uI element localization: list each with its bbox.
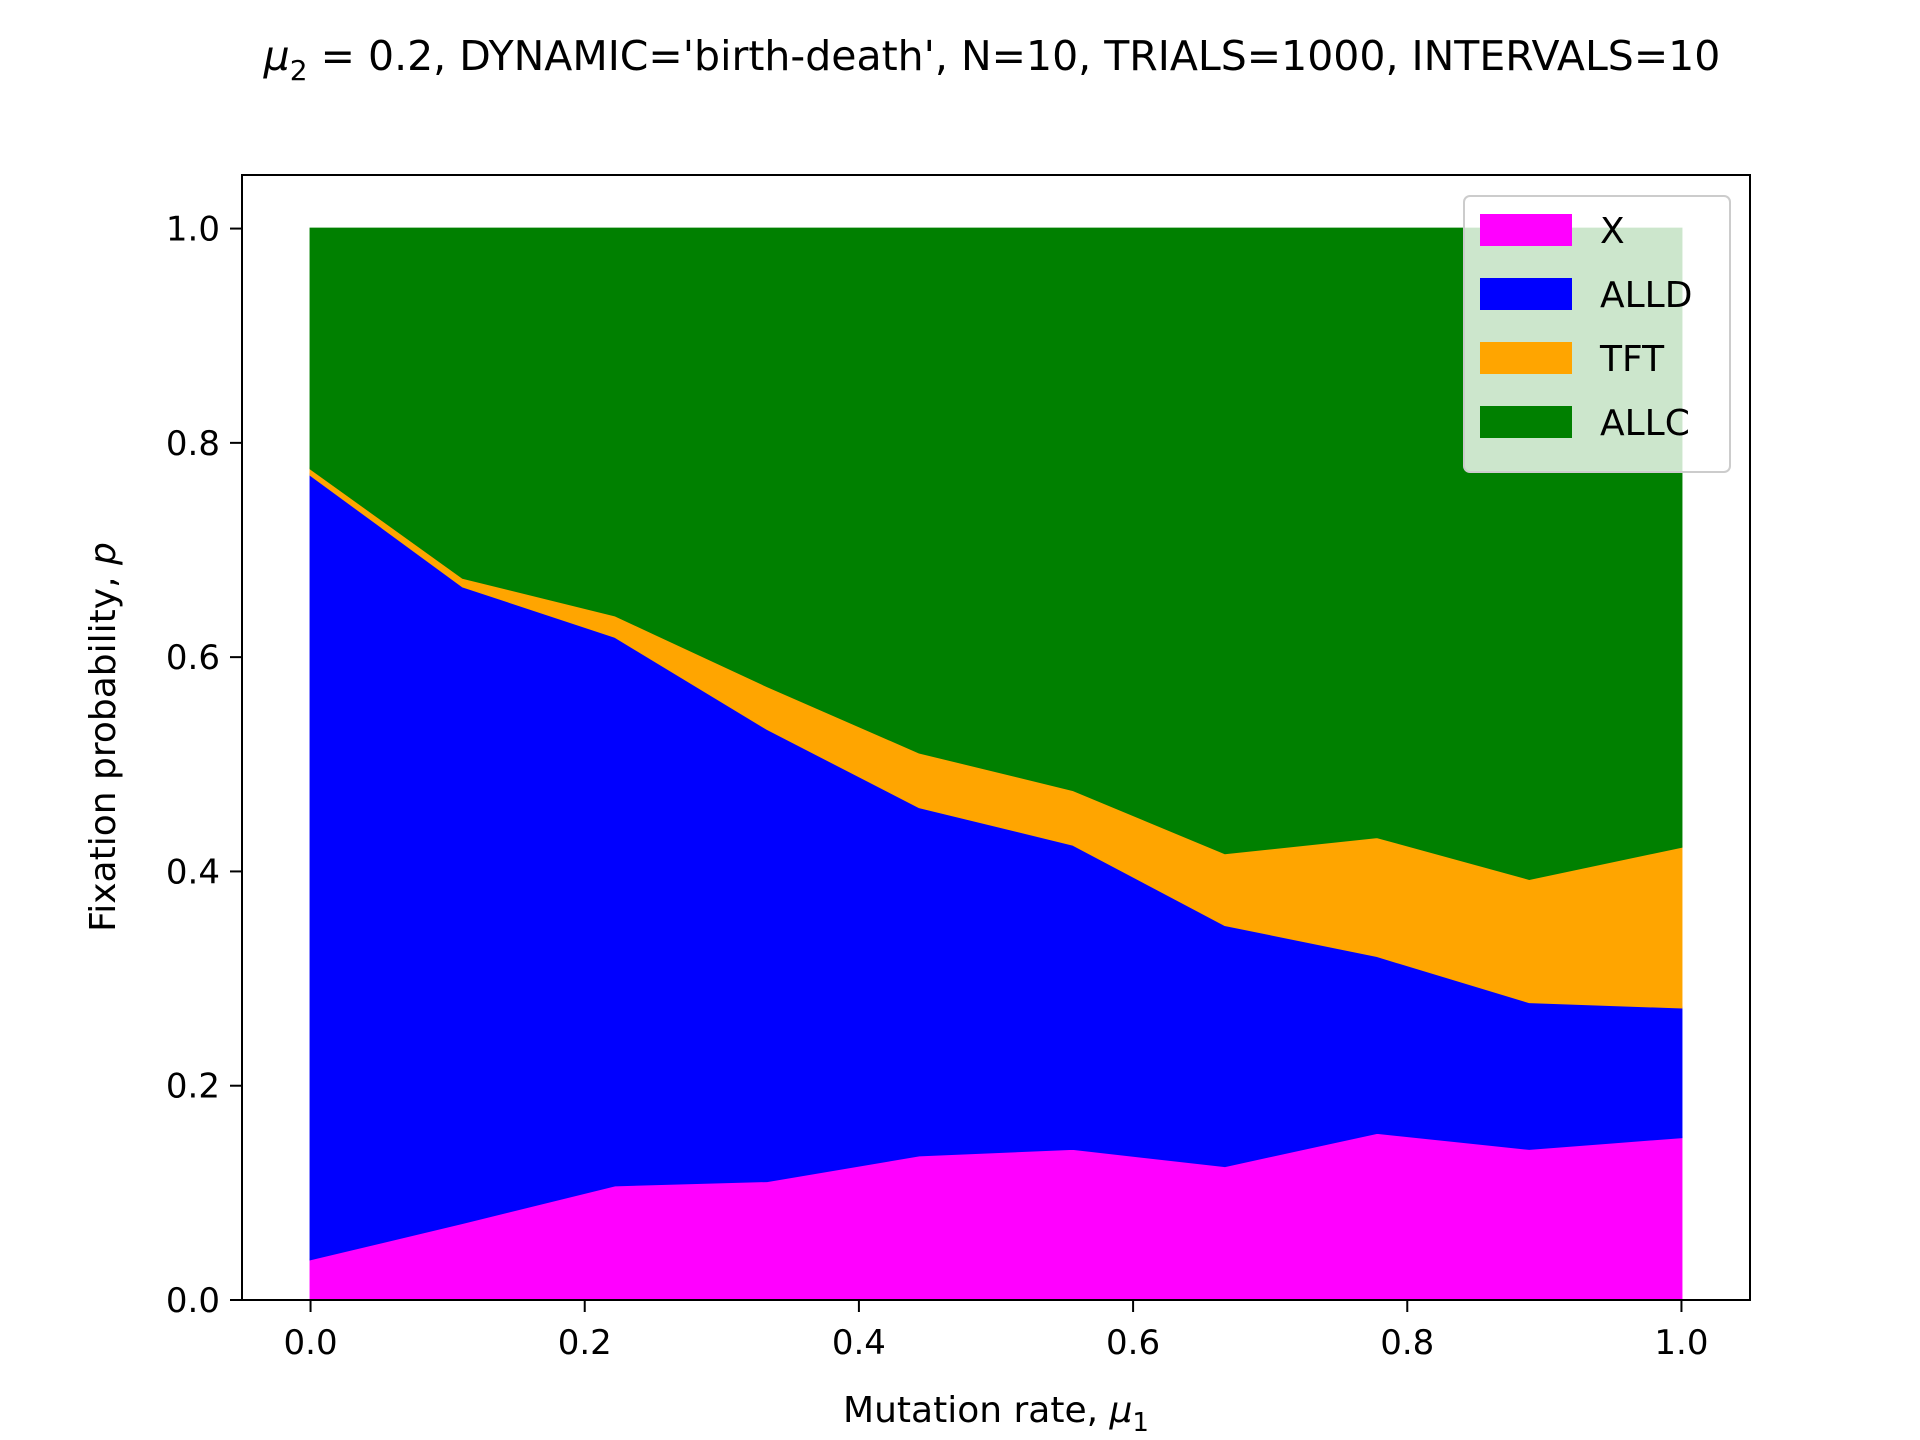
chart-title: μ2 = 0.2, DYNAMIC='birth-death', N=10, T… — [263, 32, 1721, 87]
area-allc — [309, 227, 1683, 880]
x-tick-label: 0.2 — [558, 1323, 612, 1363]
x-tick-label: 0.0 — [284, 1323, 338, 1363]
y-tick-label: 0.8 — [166, 424, 220, 464]
title-rest: = 0.2, DYNAMIC='birth-death', N=10, TRIA… — [308, 32, 1721, 80]
y-tick-label: 0.4 — [166, 852, 220, 892]
legend-label: ALLC — [1600, 403, 1690, 444]
y-axis-label: Fixation probability, p — [83, 542, 124, 932]
y-tick-label: 0.0 — [166, 1281, 220, 1321]
x-axis-ticks: 0.0 0.2 0.4 0.6 0.8 1.0 — [284, 1300, 1708, 1363]
x-tick-label: 0.4 — [832, 1323, 886, 1363]
y-axis-ticks: 0.0 0.2 0.4 0.6 0.8 1.0 — [166, 210, 242, 1321]
legend-swatch — [1480, 278, 1572, 310]
legend: X ALLD TFT ALLC — [1463, 195, 1731, 473]
x-axis-label: Mutation rate, μ1 — [843, 1390, 1149, 1438]
x-axis-mu-symbol: μ — [1109, 1390, 1133, 1431]
legend-box — [1463, 195, 1731, 473]
legend-swatch — [1480, 342, 1572, 374]
legend-swatch — [1480, 214, 1572, 246]
y-axis-label-text: Fixation probability, — [83, 565, 124, 932]
x-tick-label: 1.0 — [1654, 1323, 1708, 1363]
stacked-areas — [309, 227, 1683, 1301]
x-axis-label-text: Mutation rate, — [843, 1390, 1109, 1431]
legend-swatch — [1480, 406, 1572, 438]
y-tick-label: 1.0 — [166, 210, 220, 250]
x-tick-label: 0.6 — [1106, 1323, 1160, 1363]
legend-label: X — [1600, 211, 1625, 252]
y-axis-var: p — [83, 542, 124, 566]
x-tick-label: 0.8 — [1380, 1323, 1434, 1363]
plot-frame — [241, 174, 1751, 1301]
title-mu-symbol: μ — [263, 32, 290, 80]
y-tick-label: 0.6 — [166, 638, 220, 678]
x-axis-mu-subscript: 1 — [1132, 1408, 1149, 1438]
legend-label: ALLD — [1600, 275, 1692, 316]
title-mu-subscript: 2 — [290, 54, 308, 87]
y-tick-label: 0.2 — [166, 1067, 220, 1107]
legend-label: TFT — [1599, 339, 1665, 380]
